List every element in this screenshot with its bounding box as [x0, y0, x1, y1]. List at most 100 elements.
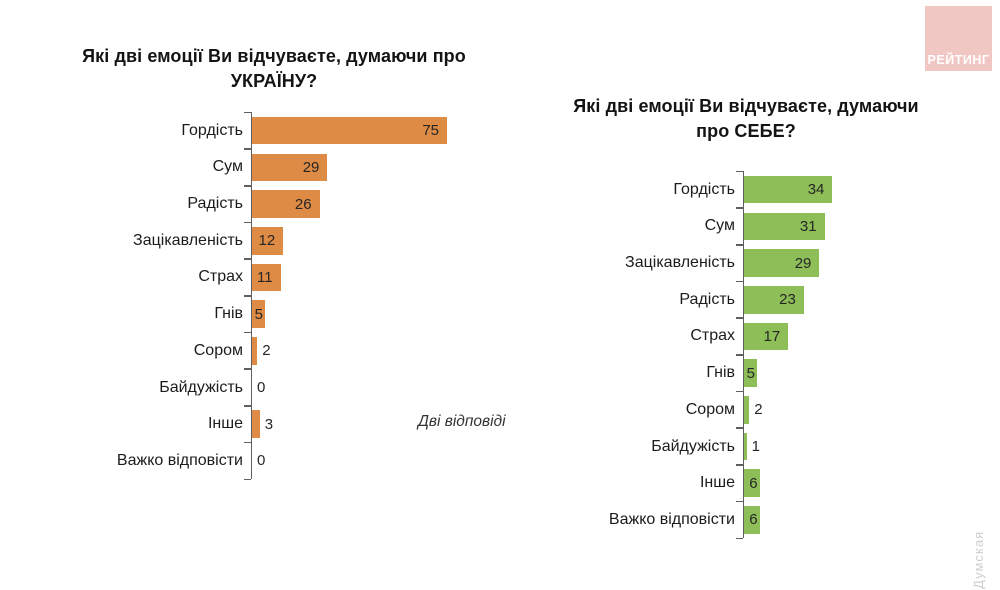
- bar-area: 29: [243, 148, 485, 186]
- chart-row: Радість 26: [63, 185, 485, 223]
- chart-row: Важко відповісти 6: [558, 500, 934, 539]
- bar: 26: [252, 190, 320, 218]
- bar-rows-ukraine: Гордість 75 Сум 29 Радість 26 Зацікавленість 12…: [63, 111, 485, 480]
- chart-row: Гордість 75: [63, 111, 485, 150]
- value-label: 31: [799, 217, 817, 235]
- category-label: Страх: [198, 268, 243, 286]
- chart-row: Страх 17: [558, 317, 934, 355]
- rating-logo-label: РЕЙТИНГ: [927, 52, 990, 67]
- bar-area: 11: [243, 258, 485, 296]
- value-label: 29: [794, 254, 812, 272]
- category-label: Страх: [690, 327, 735, 345]
- axis-tick: [243, 368, 251, 370]
- value-label: 75: [422, 122, 439, 140]
- value-label: 2: [754, 401, 763, 419]
- chart-row: Сором 2: [558, 390, 934, 429]
- axis-tick: [735, 427, 743, 429]
- chart-row: Страх 11: [63, 258, 485, 296]
- axis-tick: [243, 148, 251, 150]
- chart-row: Гнів 5: [63, 295, 485, 333]
- two-answers-note: Дві відповіді: [418, 413, 506, 430]
- value-label: 12: [258, 232, 276, 250]
- category-label: Байдужість: [159, 378, 243, 396]
- bar: 5: [252, 300, 265, 328]
- rating-logo: РЕЙТИНГ: [925, 6, 992, 71]
- axis-tick: [243, 185, 251, 187]
- bar-area: 26: [243, 185, 485, 223]
- bar: 6: [744, 506, 760, 534]
- axis-tick: [735, 500, 743, 503]
- bar-area: 0: [243, 441, 485, 480]
- bar-area: 3: [243, 405, 485, 443]
- value-label: 26: [294, 195, 312, 213]
- bar-area: 0: [243, 368, 485, 406]
- chart-row: Радість 23: [558, 280, 934, 319]
- chart-self: Які дві емоції Ви відчуваєте, думаючи пр…: [558, 94, 934, 539]
- category-label: Радість: [679, 290, 735, 308]
- value-label: 0: [257, 452, 266, 470]
- value-label: 3: [264, 415, 274, 433]
- bar-area: 5: [243, 295, 485, 333]
- axis-tick: [735, 537, 743, 539]
- value-label: 5: [254, 305, 263, 323]
- bar: 75: [252, 116, 447, 145]
- chart-row: Байдужість 0: [63, 368, 485, 406]
- category-label: Гнів: [706, 364, 735, 382]
- axis-tick: [735, 244, 743, 246]
- bar-area: 23: [735, 280, 934, 319]
- axis-tick: [735, 354, 743, 356]
- bar: 6: [744, 469, 760, 497]
- value-label: 2: [262, 342, 271, 360]
- category-label: Важко відповісти: [116, 451, 243, 469]
- bar: 29: [744, 249, 820, 277]
- value-label: 29: [302, 158, 320, 176]
- axis-tick: [243, 405, 251, 407]
- category-label: Гордість: [673, 180, 735, 198]
- chart-title-ukraine: Які дві емоції Ви відчуваєте, думаючи пр…: [82, 46, 466, 92]
- value-label: 0: [257, 379, 266, 397]
- chart-row: Інше 3: [63, 405, 485, 443]
- bar: 11: [252, 263, 281, 292]
- chart-row: Інше 6: [558, 464, 934, 502]
- axis-tick: [243, 441, 251, 444]
- bar-area: 31: [735, 207, 934, 245]
- value-label: 17: [763, 327, 781, 345]
- bar-rows-self: Гордість 34 Сум 31 Зацікавленість 29 Радість 23…: [558, 170, 934, 539]
- category-label: Радість: [187, 195, 243, 213]
- bar-area: 6: [735, 500, 934, 539]
- value-label: 6: [749, 511, 758, 529]
- bar-area: 17: [735, 317, 934, 355]
- bar: 34: [744, 175, 833, 204]
- category-label: Сором: [685, 400, 735, 418]
- axis-tick: [735, 280, 743, 283]
- category-label: Важко відповісти: [608, 510, 735, 528]
- bar: 12: [252, 227, 284, 255]
- bar: [252, 410, 260, 438]
- chart-ukraine: Які дві емоції Ви відчуваєте, думаючи пр…: [63, 44, 485, 480]
- chart-row: Сум 29: [63, 148, 485, 186]
- chart-row: Сум 31: [558, 207, 934, 245]
- chart-row: Байдужість 1: [558, 427, 934, 465]
- category-label: Гнів: [214, 305, 243, 323]
- chart-title-self: Які дві емоції Ви відчуваєте, думаючи пр…: [573, 96, 919, 142]
- axis-tick: [243, 331, 251, 334]
- axis-tick: [735, 317, 743, 319]
- bar-area: 2: [735, 390, 934, 429]
- dumskaya-watermark: Думская: [971, 530, 986, 589]
- value-label: 6: [749, 474, 758, 492]
- chart-row: Зацікавленість 12: [63, 221, 485, 260]
- category-label: Зацікавленість: [133, 231, 243, 249]
- axis-tick: [243, 295, 251, 297]
- chart-row: Сором 2: [63, 331, 485, 370]
- chart-row: Важко відповісти 0: [63, 441, 485, 480]
- bar-area: 5: [735, 354, 934, 392]
- category-label: Зацікавленість: [625, 254, 735, 272]
- axis-tick: [735, 390, 743, 393]
- bar-area: 6: [735, 464, 934, 502]
- bar-area: 34: [735, 170, 934, 209]
- bar: [744, 432, 747, 461]
- value-label: 34: [807, 181, 825, 199]
- bar: 23: [744, 286, 804, 314]
- bar: [744, 396, 750, 424]
